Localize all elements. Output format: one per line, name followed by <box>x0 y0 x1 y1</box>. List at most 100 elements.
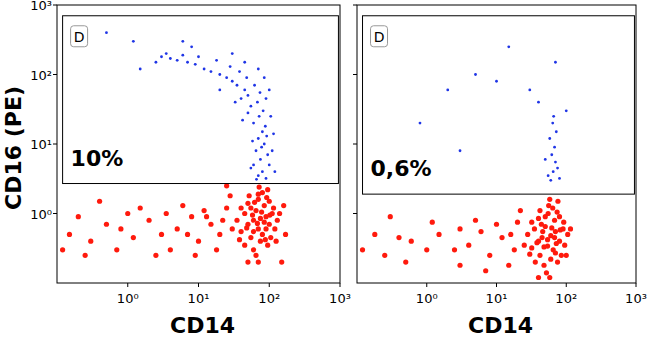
dot <box>256 192 261 197</box>
dot <box>194 63 197 66</box>
dot <box>238 229 243 234</box>
dot <box>260 146 263 149</box>
dot <box>558 227 563 232</box>
dot <box>181 40 184 43</box>
dot <box>138 205 143 210</box>
x-tick-label: 10¹ <box>188 291 210 306</box>
dot <box>552 115 555 118</box>
series <box>105 31 276 180</box>
dot <box>537 253 542 258</box>
dot <box>243 61 246 64</box>
dot <box>215 59 218 62</box>
dot <box>253 84 256 87</box>
panel: 10⁰10¹10²10³D0,6%CD14 <box>353 5 647 338</box>
dot <box>267 222 272 227</box>
dot <box>231 52 234 55</box>
dot <box>264 195 269 200</box>
x-axis-label: CD14 <box>170 313 235 338</box>
dot <box>203 68 206 71</box>
dot <box>547 275 552 280</box>
y-tick-label: 10² <box>30 68 52 83</box>
dot <box>257 184 262 189</box>
dot <box>430 220 435 225</box>
dot <box>242 211 247 216</box>
dot <box>478 229 483 234</box>
dot <box>259 91 262 94</box>
dot <box>114 247 119 252</box>
dot <box>274 239 279 244</box>
dot <box>248 205 253 210</box>
series <box>360 197 573 280</box>
dot <box>249 167 252 170</box>
dot <box>512 247 517 252</box>
dot <box>175 226 180 231</box>
dot <box>202 208 207 213</box>
dot <box>483 268 488 273</box>
dot <box>529 220 534 225</box>
dot <box>446 89 449 92</box>
dot <box>527 252 532 257</box>
dot <box>60 247 65 252</box>
dot <box>265 135 268 138</box>
dot <box>543 214 548 219</box>
dot <box>251 229 256 234</box>
dot <box>557 214 562 219</box>
dot <box>253 208 258 213</box>
dot <box>168 247 173 252</box>
dot <box>238 70 241 73</box>
dot <box>88 239 93 244</box>
dot <box>268 235 273 240</box>
dot <box>424 247 429 252</box>
gate <box>363 16 635 194</box>
dot <box>76 214 81 219</box>
dot <box>555 209 560 214</box>
dot <box>245 76 248 79</box>
dot <box>564 253 569 258</box>
plot-area <box>360 45 573 280</box>
x-tick-label: 10² <box>258 291 280 306</box>
dot <box>125 211 130 216</box>
dot <box>360 247 365 252</box>
dot <box>474 73 477 76</box>
dot <box>257 68 260 71</box>
dot <box>243 89 246 92</box>
dot <box>196 239 201 244</box>
dot <box>218 89 221 92</box>
dot <box>210 70 213 73</box>
y-axis-label: CD16 (PE) <box>1 86 26 210</box>
dot <box>499 235 504 240</box>
y-tick <box>53 213 57 214</box>
dot <box>537 101 540 104</box>
dot <box>251 140 254 143</box>
dot <box>537 208 542 213</box>
gate-label: D <box>374 29 385 45</box>
dot <box>250 212 255 217</box>
dot <box>262 109 265 112</box>
y-tick <box>53 5 57 6</box>
dot <box>565 232 570 237</box>
dot <box>403 259 408 264</box>
dot <box>247 193 252 198</box>
dot <box>255 221 260 226</box>
dot <box>552 170 555 173</box>
dot <box>457 226 462 231</box>
x-tick-label: 10¹ <box>486 291 508 306</box>
dot <box>533 259 538 264</box>
dot <box>242 243 247 248</box>
dot <box>561 220 566 225</box>
dot <box>536 216 541 221</box>
dot <box>214 247 219 252</box>
dot <box>255 178 258 181</box>
dot <box>277 211 282 216</box>
dot <box>552 218 557 223</box>
dot <box>229 65 232 68</box>
gate <box>63 16 339 184</box>
y-tick-label: 10¹ <box>30 137 52 152</box>
dot <box>252 200 257 205</box>
dot <box>256 101 259 104</box>
dot <box>554 161 557 164</box>
dot <box>556 167 559 170</box>
y-tick <box>353 74 357 75</box>
y-tick-label: 10³ <box>30 0 52 13</box>
dot <box>562 243 567 248</box>
